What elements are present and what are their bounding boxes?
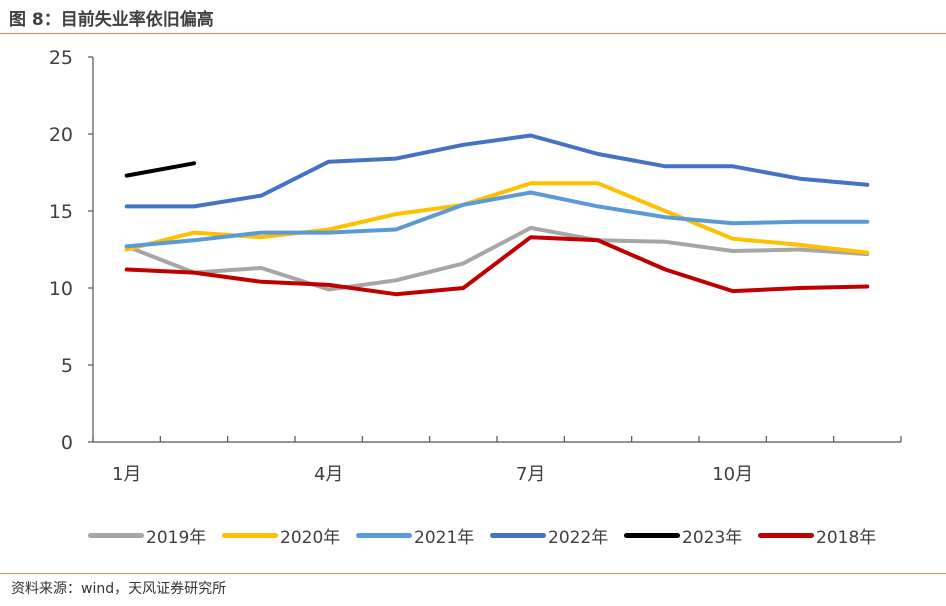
chart-axes	[88, 56, 902, 443]
top-rule	[0, 33, 946, 34]
y-axis-labels: 0 5 10 15 20 25	[49, 47, 73, 454]
series-line-2023年	[124, 161, 196, 178]
series-line-2020年	[124, 181, 870, 255]
series-line-2019年	[124, 225, 870, 292]
series-lines	[124, 133, 870, 297]
x-tick-label: 1月	[112, 464, 141, 485]
chart-legend: 2019年 2020年 2021年 2022年 2023年 2018年	[88, 521, 892, 549]
series-line-2018年	[124, 235, 870, 297]
legend-label: 2022年	[548, 527, 609, 548]
legend-label: 2018年	[816, 527, 877, 548]
legend-swatch	[490, 532, 546, 538]
legend-item: 2018年	[758, 523, 892, 548]
x-tick-label: 7月	[516, 464, 545, 485]
x-axis-labels: 1月 4月 7月 10月	[112, 464, 753, 485]
legend-item: 2023年	[624, 523, 758, 548]
legend-swatch	[222, 532, 278, 538]
source-note: 资料来源：wind，天风证券研究所	[11, 581, 227, 597]
y-tick-label: 20	[49, 124, 73, 146]
bottom-rule	[0, 573, 946, 574]
legend-label: 2023年	[682, 527, 743, 548]
y-tick-label: 25	[49, 47, 73, 69]
legend-item: 2019年	[88, 523, 222, 548]
x-tick-label: 4月	[314, 464, 343, 485]
y-tick-label: 5	[61, 355, 73, 377]
series-line-2021年	[124, 190, 870, 249]
legend-swatch	[356, 532, 412, 538]
legend-item: 2020年	[222, 523, 356, 548]
figure-title: 图 8：目前失业率依旧偏高	[9, 10, 214, 30]
y-tick-label: 0	[61, 432, 73, 454]
legend-swatch	[624, 532, 680, 538]
legend-label: 2020年	[280, 527, 341, 548]
x-tick-label: 10月	[712, 464, 753, 485]
y-tick-label: 15	[49, 201, 73, 223]
legend-label: 2021年	[414, 527, 475, 548]
series-line-2022年	[124, 133, 870, 209]
legend-item: 2022年	[490, 523, 624, 548]
y-tick-label: 10	[49, 278, 73, 300]
legend-item: 2021年	[356, 523, 490, 548]
legend-label: 2019年	[146, 527, 207, 548]
legend-swatch	[88, 532, 144, 538]
legend-swatch	[758, 532, 814, 538]
